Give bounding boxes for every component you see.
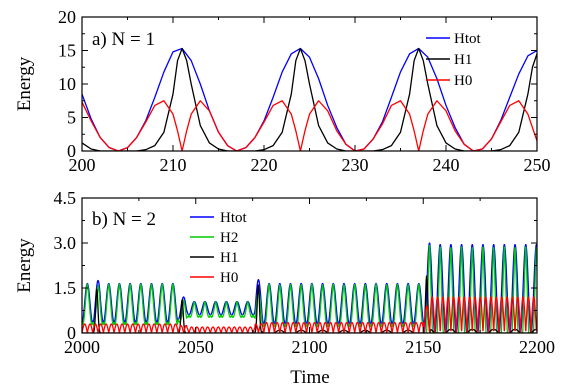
y-axis-label: Energy <box>14 56 35 111</box>
x-axis-label: Time <box>290 367 329 387</box>
y-axis-label: Energy <box>14 238 35 293</box>
x-tick-label: 220 <box>251 155 278 175</box>
x-tick-label: 250 <box>524 155 551 175</box>
y-tick-label: 4.5 <box>54 188 77 208</box>
legend-label-htot: Htot <box>454 31 482 47</box>
y-tick-label: 0 <box>67 141 76 161</box>
y-tick-label: 15 <box>58 41 76 61</box>
legend-label-h2: H2 <box>220 230 238 246</box>
legend: Htot H1 H0 <box>426 31 482 89</box>
x-tick-label: 2000 <box>64 337 100 357</box>
series-line-h0 <box>82 296 537 333</box>
series-line-h2 <box>82 244 537 333</box>
y-tick-label: 5 <box>67 108 76 128</box>
panel-b: 2000 2050 2100 2150 2200 0 1.5 3.0 4.5 Energy b) N… <box>14 188 555 357</box>
y-tick-label: 0 <box>67 323 76 343</box>
panel-label: b) N = 2 <box>92 209 156 230</box>
x-tick-label: 2100 <box>292 337 328 357</box>
y-tick-label: 10 <box>58 74 76 94</box>
x-tick-label: 2150 <box>405 337 441 357</box>
series-line-h1 <box>82 47 537 151</box>
legend-label-h0: H0 <box>454 73 472 89</box>
legend-label-h1: H1 <box>454 52 472 68</box>
legend-label-h0: H0 <box>220 270 238 286</box>
panel-label: a) N = 1 <box>92 29 155 50</box>
x-tick-label: 210 <box>160 155 187 175</box>
y-tick-label: 1.5 <box>54 278 77 298</box>
y-tick-label: 3.0 <box>54 233 77 253</box>
y-tick-label: 20 <box>58 7 76 27</box>
plot-area <box>82 242 537 333</box>
x-tick-label: 230 <box>342 155 369 175</box>
legend: Htot H2 H1 H0 <box>190 210 248 286</box>
x-tick-label: 2050 <box>178 337 214 357</box>
x-tick-label: 240 <box>433 155 460 175</box>
plot-area <box>82 47 537 151</box>
legend-label-h1: H1 <box>220 250 238 266</box>
x-tick-label: 200 <box>69 155 96 175</box>
series-line-h0 <box>82 100 537 151</box>
legend-label-htot: Htot <box>220 210 248 226</box>
panel-a: 200 210 220 230 240 250 0 5 10 15 20 Energy a) N = 1… <box>14 7 551 175</box>
series-line-htot <box>82 242 537 333</box>
x-tick-label: 2200 <box>519 337 555 357</box>
